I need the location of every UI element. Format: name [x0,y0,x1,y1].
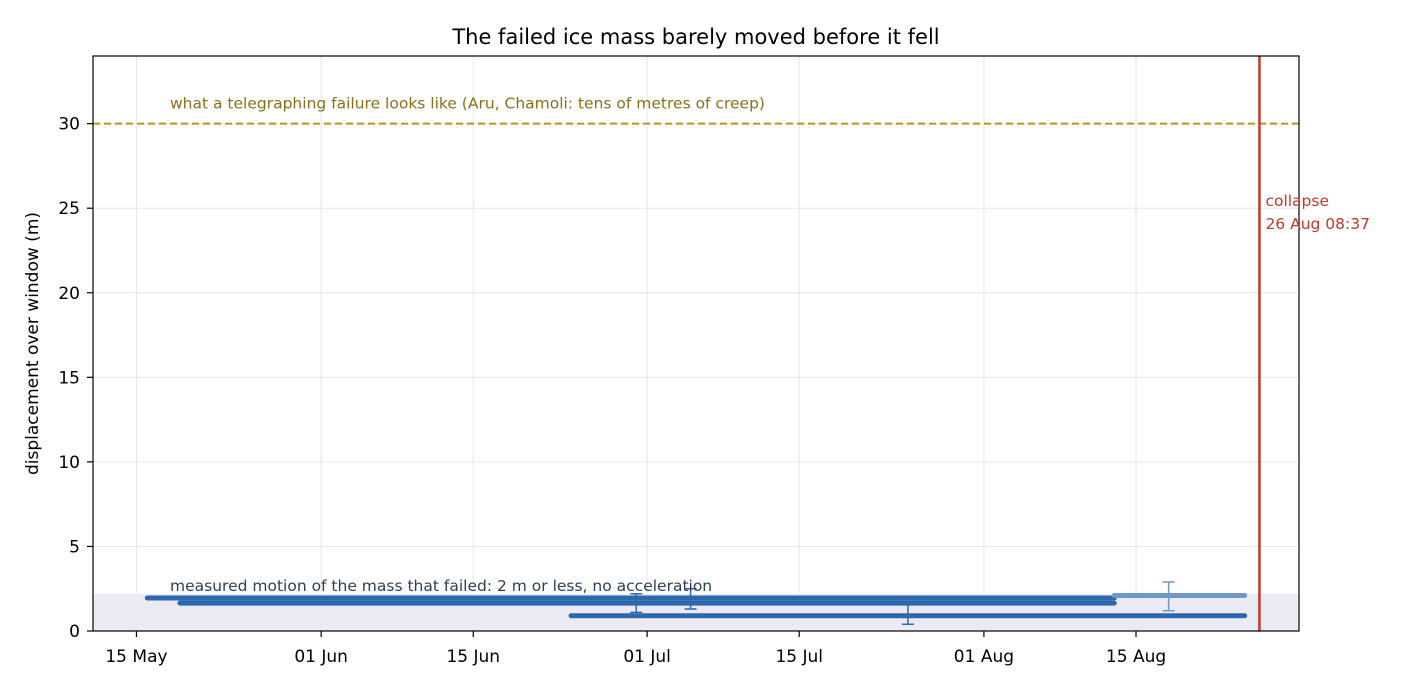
error-bar [901,603,914,625]
plot-frame [92,55,1300,632]
y-axis-label: displacement over window (m) [23,212,43,475]
y-tick-label: 5 [69,537,80,557]
grid [93,56,1299,632]
x-axis: 15 May 01 Jun 15 Jun 01 Jul 15 Jul 01 Aug 15 A… [105,631,1166,667]
reference-annotation: what a telegraphing failure looks like (… [170,95,765,113]
error-bar [630,593,643,614]
y-tick-label: 10 [58,453,80,473]
error-bar-layer [630,581,1175,625]
x-tick-label: 15 Jul [775,647,823,667]
x-tick-label: 01 Jun [294,647,348,667]
x-tick-label: 01 Jul [623,647,671,667]
x-tick-label: 15 May [105,647,167,667]
x-tick-label: 15 Jun [446,647,500,667]
y-tick-label: 20 [58,284,80,304]
collapse-label: collapse [1265,192,1329,210]
measured-annotation: measured motion of the mass that failed:… [170,577,712,595]
x-tick-label: 01 Aug [954,647,1014,667]
x-tick-label: 15 Aug [1106,647,1166,667]
y-tick-label: 15 [58,368,80,388]
y-axis: 0 5 10 15 20 25 30 [58,115,93,642]
y-tick-label: 30 [58,115,80,135]
collapse-time-label: 26 Aug 08:37 [1265,215,1370,233]
chart-title: The failed ice mass barely moved before … [451,25,939,49]
y-tick-label: 0 [69,622,80,642]
error-bar [1162,581,1175,612]
error-bar [684,587,697,610]
y-tick-label: 25 [58,199,80,219]
